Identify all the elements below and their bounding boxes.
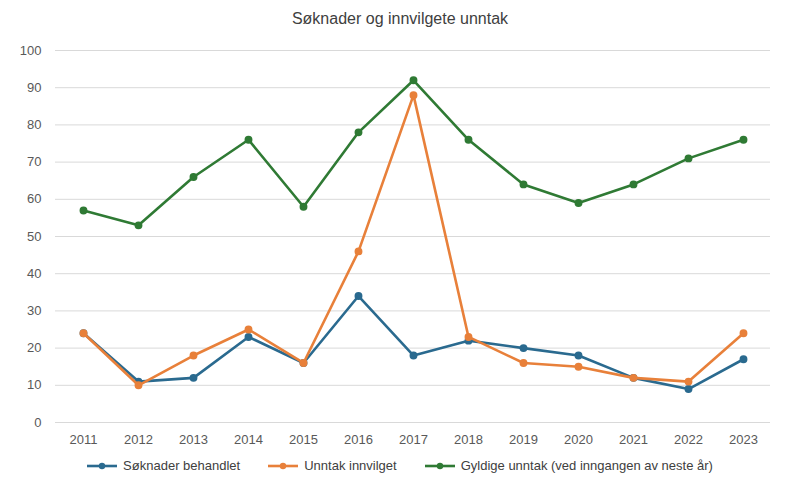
svg-text:2023: 2023: [729, 432, 758, 447]
svg-text:20: 20: [27, 340, 41, 355]
svg-text:2015: 2015: [289, 432, 318, 447]
svg-text:50: 50: [27, 229, 41, 244]
svg-text:2016: 2016: [344, 432, 373, 447]
svg-text:2017: 2017: [399, 432, 428, 447]
svg-text:2018: 2018: [454, 432, 483, 447]
svg-text:2014: 2014: [234, 432, 263, 447]
svg-text:10: 10: [27, 377, 41, 392]
svg-text:2013: 2013: [179, 432, 208, 447]
svg-text:0: 0: [34, 415, 41, 430]
svg-text:2019: 2019: [509, 432, 538, 447]
html-text:Gyldige unntak (ved inngangen: Gyldige unntak (ved inngangen av neste å…: [460, 458, 713, 473]
html-text:Unntak innvilget: Unntak innvilget: [304, 458, 397, 473]
svg-text:2022: 2022: [674, 432, 703, 447]
svg-text:60: 60: [27, 191, 41, 206]
svg-text:90: 90: [27, 80, 41, 95]
svg-text:70: 70: [27, 154, 41, 169]
svg-text:80: 80: [27, 117, 41, 132]
svg-text:40: 40: [27, 266, 41, 281]
html-text:Søknader og innvilgete unntak: Søknader og innvilgete unntak: [291, 10, 509, 27]
svg-text:30: 30: [27, 303, 41, 318]
svg-text:100: 100: [20, 43, 42, 58]
svg-text:2012: 2012: [124, 432, 153, 447]
html-text:Søknader behandlet: Søknader behandlet: [123, 458, 241, 473]
svg-text:2020: 2020: [564, 432, 593, 447]
svg-text:2021: 2021: [619, 432, 648, 447]
svg-text:2011: 2011: [70, 432, 98, 447]
